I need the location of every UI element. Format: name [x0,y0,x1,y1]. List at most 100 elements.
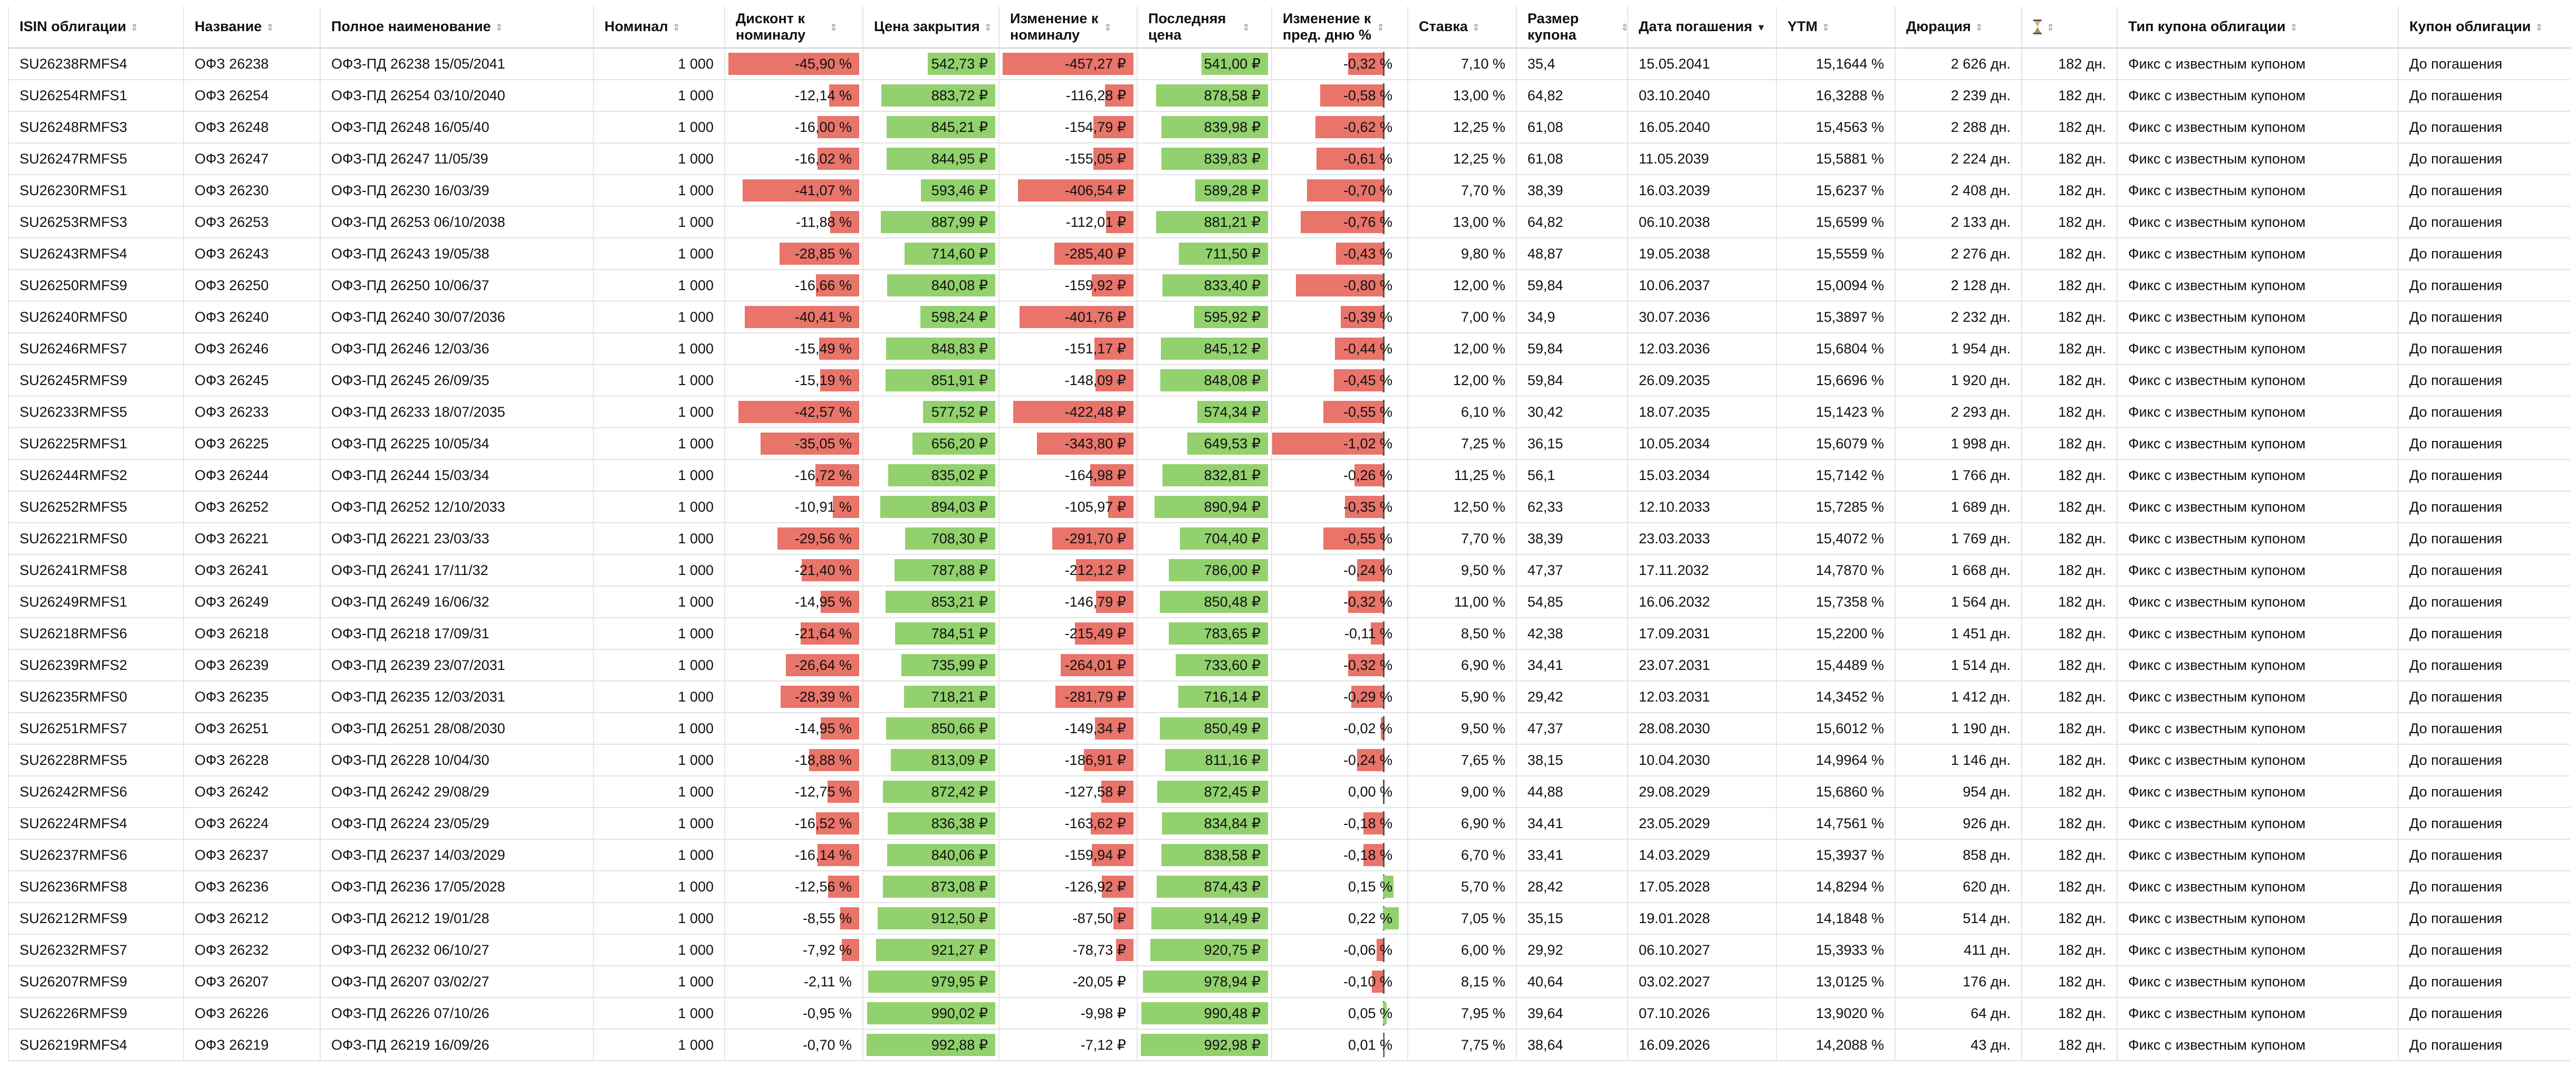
cell-bar-fill [867,1002,995,1024]
table-row[interactable]: SU26225RMFS1 ОФЗ 26225 ОФЗ-ПД 26225 10/05/… [8,428,2570,460]
table-row[interactable]: SU26226RMFS9 ОФЗ 26226 ОФЗ-ПД 26226 07/10/… [8,997,2570,1030]
column-header-last[interactable]: Последняя цена ⇕ [1137,6,1272,49]
table-row[interactable]: SU26252RMFS5 ОФЗ 26252 ОФЗ-ПД 26252 12/10/… [8,491,2570,523]
table-row[interactable]: SU26218RMFS6 ОФЗ 26218 ОФЗ-ПД 26218 17/09/… [8,618,2570,650]
sort-icon[interactable]: ⇕ [495,22,503,33]
column-header-close[interactable]: Цена закрытия ⇕ [863,6,999,49]
column-header-isin[interactable]: ISIN облигации ⇕ [8,6,184,49]
column-header-nominal[interactable]: Номинал ⇕ [593,6,725,49]
zero-axis [1382,115,1385,139]
table-row[interactable]: SU26249RMFS1 ОФЗ 26249 ОФЗ-ПД 26249 16/06/… [8,586,2570,618]
cell-last: 833,40 ₽ [1137,270,1272,302]
table-row[interactable]: SU26243RMFS4 ОФЗ 26243 ОФЗ-ПД 26243 19/05/… [8,238,2570,270]
table-row[interactable]: SU26254RMFS1 ОФЗ 26254 ОФЗ-ПД 26254 03/10/… [8,80,2570,112]
cell-discount: -12,75 % [725,776,863,808]
sort-icon[interactable]: ⇕ [1472,22,1480,33]
cell-bar-fill [1197,401,1268,423]
column-header-ytm[interactable]: YTM ⇕ [1776,6,1896,49]
sort-icon[interactable]: ⇕ [984,22,992,33]
table-row[interactable]: SU26244RMFS2 ОФЗ 26244 ОФЗ-ПД 26244 15/03/… [8,459,2570,492]
cell-period: 182 дн. [2022,839,2118,871]
cell-period: 182 дн. [2022,649,2118,682]
cell-coupon_size: 59,84 [1516,270,1628,302]
table-row[interactable]: SU26251RMFS7 ОФЗ 26251 ОФЗ-ПД 26251 28/08/… [8,713,2570,745]
cell-value: -0,24 % [1343,562,1392,578]
sort-icon[interactable]: ⇕ [2290,22,2298,33]
cell-close: 872,42 ₽ [863,776,999,808]
column-header-change_day[interactable]: Изменение к пред. дню % ⇕ [1272,6,1408,49]
cell-duration: 620 дн. [1895,871,2022,903]
cell-duration: 954 дн. [1895,776,2022,808]
cell-value: 840,08 ₽ [931,277,988,293]
table-row[interactable]: SU26230RMFS1 ОФЗ 26230 ОФЗ-ПД 26230 16/03/… [8,175,2570,207]
cell-nominal: 1 000 [593,744,725,776]
column-header-full[interactable]: Полное наименование ⇕ [320,6,594,49]
table-row[interactable]: SU26232RMFS7 ОФЗ 26232 ОФЗ-ПД 26232 06/10/… [8,934,2570,966]
table-row[interactable]: SU26212RMFS9 ОФЗ 26212 ОФЗ-ПД 26212 19/01/… [8,903,2570,935]
cell-isin: SU26252RMFS5 [8,491,184,523]
cell-value: -41,07 % [794,182,852,198]
column-header-period[interactable]: ⇕ [2022,6,2118,49]
cell-name: ОФЗ 26207 [184,966,321,998]
column-header-name[interactable]: Название ⇕ [184,6,321,49]
table-row[interactable]: SU26240RMFS0 ОФЗ 26240 ОФЗ-ПД 26240 30/07/… [8,301,2570,333]
cell-coupon: До погашения [2398,713,2570,745]
cell-change_day: 0,22 % [1272,903,1408,935]
cell-value: 851,91 ₽ [931,372,988,388]
table-row[interactable]: SU26241RMFS8 ОФЗ 26241 ОФЗ-ПД 26241 17/11/… [8,554,2570,587]
sort-icon[interactable]: ⇕ [2046,22,2055,33]
column-header-change_nom[interactable]: Изменение к номиналу ⇕ [999,6,1138,49]
sort-icon[interactable]: ⇕ [830,22,838,33]
cell-nominal: 1 000 [593,143,725,175]
table-row[interactable]: SU26224RMFS4 ОФЗ 26224 ОФЗ-ПД 26224 23/05/… [8,808,2570,840]
table-row[interactable]: SU26233RMFS5 ОФЗ 26233 ОФЗ-ПД 26233 18/07/… [8,396,2570,428]
table-row[interactable]: SU26242RMFS6 ОФЗ 26242 ОФЗ-ПД 26242 29/08/… [8,776,2570,808]
table-row[interactable]: SU26219RMFS4 ОФЗ 26219 ОФЗ-ПД 26219 16/09/… [8,1029,2570,1061]
table-row[interactable]: SU26247RMFS5 ОФЗ 26247 ОФЗ-ПД 26247 11/05/… [8,143,2570,175]
column-header-coupon_type[interactable]: Тип купона облигации ⇕ [2117,6,2399,49]
cell-bar-fill [1176,654,1268,676]
table-row[interactable]: SU26228RMFS5 ОФЗ 26228 ОФЗ-ПД 26228 10/04/… [8,744,2570,776]
table-row[interactable]: SU26221RMFS0 ОФЗ 26221 ОФЗ-ПД 26221 23/03/… [8,523,2570,555]
column-header-coupon_size[interactable]: Размер купона ⇕ [1516,6,1628,49]
table-row[interactable]: SU26250RMFS9 ОФЗ 26250 ОФЗ-ПД 26250 10/06/… [8,270,2570,302]
cell-last: 914,49 ₽ [1137,903,1272,935]
cell-rate: 7,00 % [1408,301,1517,333]
table-row[interactable]: SU26248RMFS3 ОФЗ 26248 ОФЗ-ПД 26248 16/05/… [8,111,2570,143]
column-header-maturity[interactable]: Дата погашения ▼ [1628,6,1777,49]
cell-bar-fill [894,559,995,581]
table-row[interactable]: SU26245RMFS9 ОФЗ 26245 ОФЗ-ПД 26245 26/09/… [8,364,2570,397]
table-row[interactable]: SU26239RMFS2 ОФЗ 26239 ОФЗ-ПД 26239 23/07/… [8,649,2570,682]
sort-icon[interactable]: ⇕ [1975,22,1983,33]
sort-icon[interactable]: ⇕ [672,22,680,33]
sort-icon[interactable]: ⇕ [1242,22,1251,33]
table-row[interactable]: SU26236RMFS8 ОФЗ 26236 ОФЗ-ПД 26236 17/05/… [8,871,2570,903]
column-header-discount[interactable]: Дисконт к номиналу ⇕ [725,6,863,49]
cell-bar-fill [1306,179,1383,201]
sort-icon[interactable]: ⇕ [130,22,139,33]
table-row[interactable]: SU26238RMFS4 ОФЗ 26238 ОФЗ-ПД 26238 15/05/… [8,48,2570,80]
cell-value: -149,34 ₽ [1064,720,1126,736]
column-header-rate[interactable]: Ставка ⇕ [1408,6,1517,49]
sort-icon[interactable]: ⇕ [1104,22,1112,33]
table-row[interactable]: SU26253RMFS3 ОФЗ 26253 ОФЗ-ПД 26253 06/10/… [8,206,2570,238]
table-row[interactable]: SU26235RMFS0 ОФЗ 26235 ОФЗ-ПД 26235 12/03/… [8,681,2570,713]
table-row[interactable]: SU26237RMFS6 ОФЗ 26237 ОФЗ-ПД 26237 14/03/… [8,839,2570,871]
cell-name: ОФЗ 26235 [184,681,321,713]
sort-icon[interactable]: ⇕ [1377,22,1385,33]
column-header-duration[interactable]: Дюрация ⇕ [1895,6,2022,49]
cell-bar-fill [1161,148,1268,170]
sort-icon[interactable]: ⇕ [1621,22,1627,33]
cell-bar-fill [1372,971,1383,993]
cell-name: ОФЗ 26224 [184,808,321,840]
cell-value: 589,28 ₽ [1204,182,1261,198]
column-header-coupon[interactable]: Купон облигации ⇕ [2398,6,2570,49]
cell-value: -14,95 % [794,720,852,736]
sort-icon[interactable]: ⇕ [1822,22,1830,33]
cell-bar-fill [830,211,859,233]
table-row[interactable]: SU26207RMFS9 ОФЗ 26207 ОФЗ-ПД 26207 03/02/… [8,966,2570,998]
sort-icon[interactable]: ⇕ [2535,22,2543,33]
sort-desc-icon[interactable]: ▼ [1756,22,1766,33]
table-row[interactable]: SU26246RMFS7 ОФЗ 26246 ОФЗ-ПД 26246 12/03/… [8,333,2570,365]
sort-icon[interactable]: ⇕ [266,22,274,33]
